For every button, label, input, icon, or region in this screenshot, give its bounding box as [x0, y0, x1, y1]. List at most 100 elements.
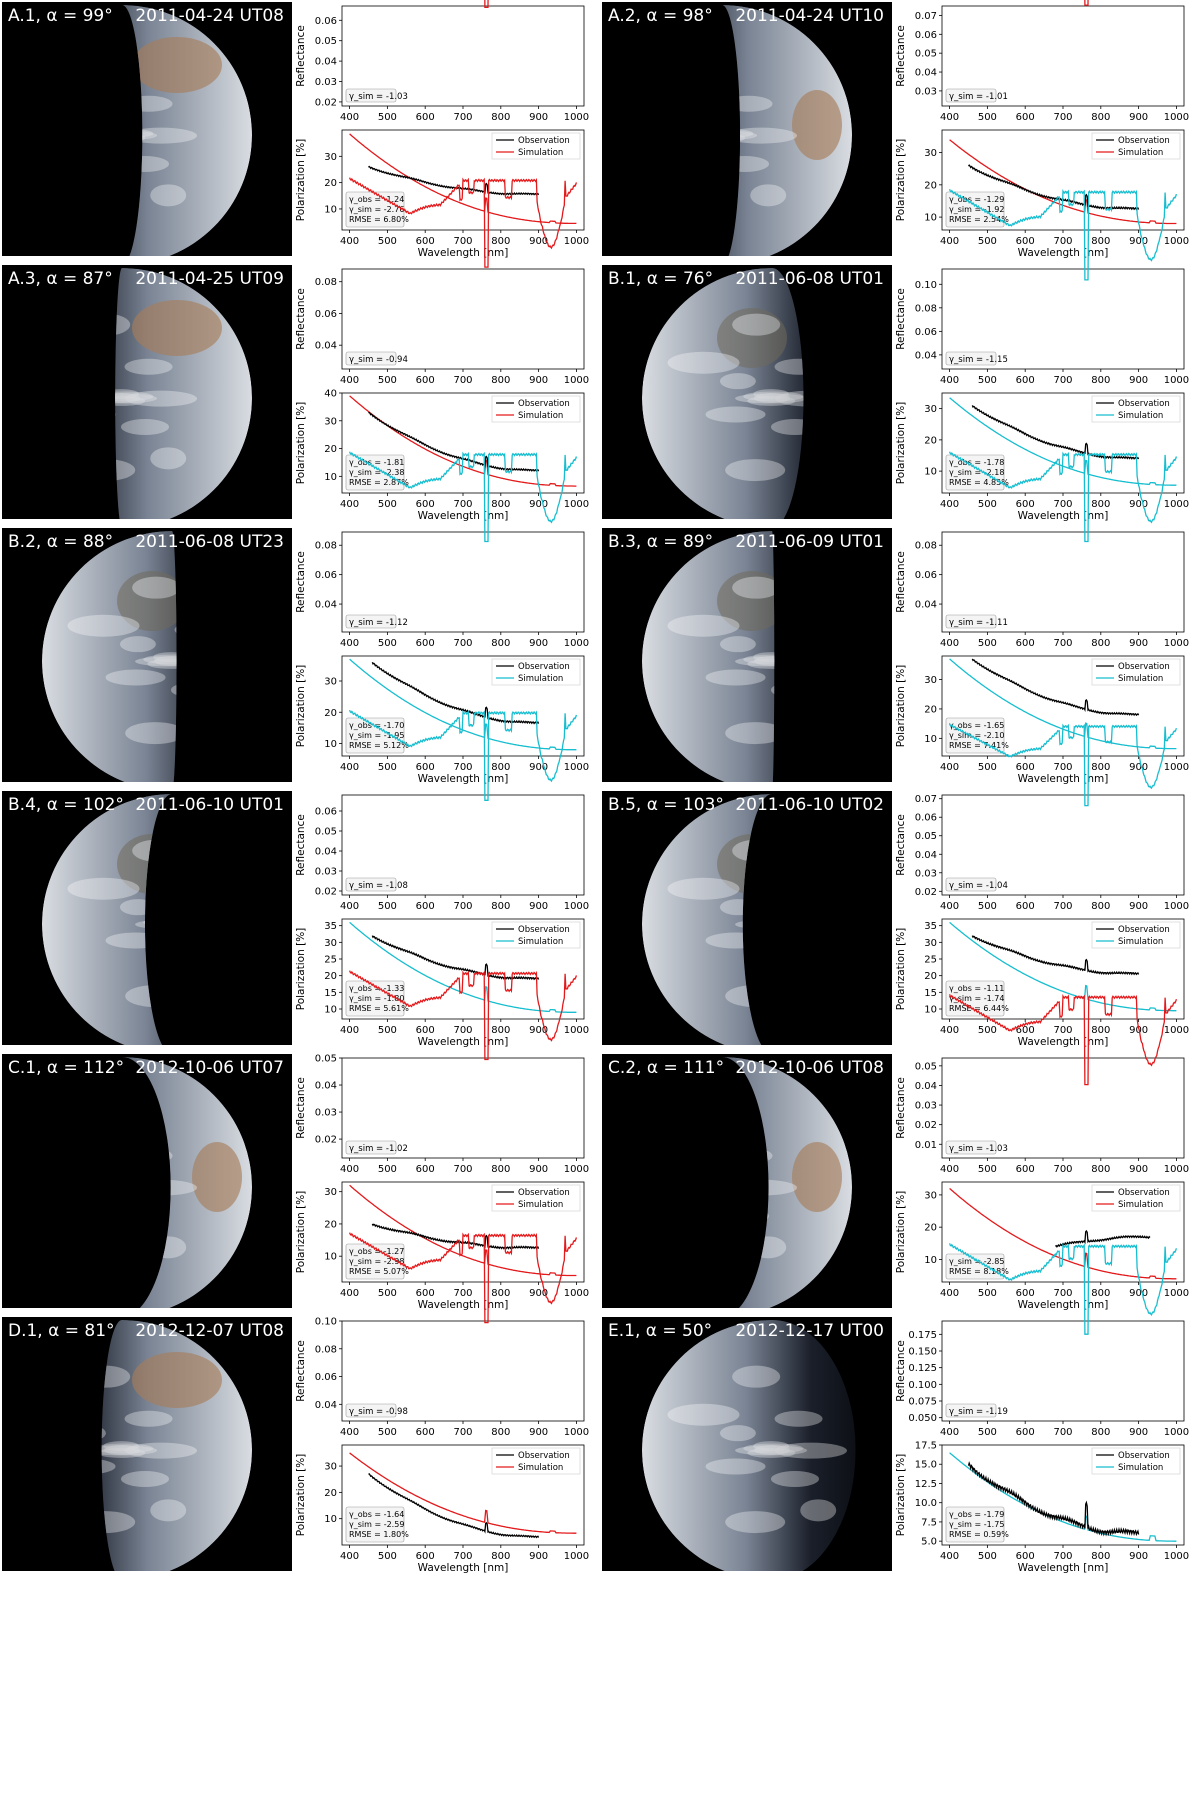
- cloud: [770, 944, 772, 961]
- x-tick-label: 900: [529, 499, 548, 510]
- y-tick-label: 10: [324, 1514, 337, 1525]
- earth-disk-B.3: [642, 531, 775, 782]
- x-tick-label: 600: [416, 638, 435, 649]
- polarization-observation-line: [971, 405, 1140, 460]
- reflectance-simulation-line: [948, 1243, 1178, 1335]
- x-tick-label: 500: [378, 499, 397, 510]
- x-tick-label: 600: [416, 236, 435, 247]
- cloud: [124, 1147, 173, 1164]
- cloud: [147, 921, 172, 932]
- cloud: [143, 917, 172, 928]
- y-tick-label: 0.05: [315, 36, 337, 47]
- y-tick-label: 10: [924, 734, 937, 745]
- gamma-sim-text: γ_sim = -1.04: [949, 881, 1008, 891]
- polarization-observation-line: [971, 658, 1140, 717]
- y-tick-label: 0.02: [915, 887, 937, 898]
- legend-simulation-label: Simulation: [518, 1463, 563, 1473]
- x-tick-label: 800: [1091, 1025, 1110, 1036]
- x-tick-label: 1000: [1164, 236, 1189, 247]
- x-tick-label: 1000: [1164, 1427, 1189, 1438]
- polarization-observation-line: [368, 411, 540, 472]
- x-tick-label: 700: [1053, 1288, 1072, 1299]
- x-tick-label: 1000: [1164, 375, 1189, 386]
- x-tick-label: 400: [340, 762, 359, 773]
- spectra-plots-C.2: 0.01 0.02 0.03 0.04 0.05 400 500 600 700 800 900 10…: [895, 994, 1189, 1311]
- x-tick-label: 400: [940, 1427, 959, 1438]
- cloud: [170, 944, 172, 961]
- panel-date: 2011-04-25 UT09: [135, 269, 284, 289]
- cloud: [122, 1248, 136, 1271]
- y-tick-label: 0.05: [915, 831, 937, 842]
- panel-date: 2011-04-24 UT10: [735, 6, 884, 26]
- cloud: [722, 1178, 740, 1189]
- y-tick-label: 0.05: [915, 49, 937, 60]
- polarization-simulation-line: [349, 921, 577, 1013]
- legend-observation-label: Observation: [518, 1451, 570, 1461]
- x-tick-label: 800: [491, 375, 510, 386]
- cloud: [122, 126, 140, 137]
- x-tick-label: 700: [453, 499, 472, 510]
- x-tick-label: 800: [491, 499, 510, 510]
- cloud: [174, 653, 177, 670]
- earth-image-E.1: E.1, α = 50° 2012-12-17 UT00: [602, 1317, 892, 1571]
- stats-line: γ_obs = -1.79: [949, 1510, 1004, 1519]
- y-tick-label: 0.175: [908, 1330, 937, 1341]
- legend-observation-label: Observation: [518, 925, 570, 935]
- legend: Observation Simulation: [1091, 132, 1181, 160]
- x-tick-label: 1000: [564, 1288, 589, 1299]
- earth-disk-B.5: [642, 794, 772, 1045]
- y-axis-label: Reflectance: [295, 288, 307, 350]
- legend-observation-label: Observation: [1118, 399, 1170, 409]
- y-tick-label: 0.04: [315, 1081, 337, 1092]
- x-tick-label: 500: [378, 1427, 397, 1438]
- x-tick-label: 900: [1129, 499, 1148, 510]
- x-tick-label: 1000: [1164, 499, 1189, 510]
- x-tick-label: 500: [978, 499, 997, 510]
- legend: Observation Simulation: [491, 658, 581, 686]
- stats-line: RMSE = 2.54%: [949, 215, 1009, 224]
- x-tick-label: 700: [1053, 236, 1072, 247]
- y-tick-label: 35: [924, 921, 937, 932]
- y-tick-label: 30: [924, 404, 937, 415]
- panel-date: 2012-12-17 UT00: [735, 1321, 884, 1341]
- panel-date: 2012-10-06 UT08: [735, 1058, 884, 1078]
- y-tick-label: 0.07: [915, 794, 937, 805]
- x-tick-label: 700: [453, 638, 472, 649]
- cloud: [122, 50, 131, 73]
- y-axis-label: Reflectance: [895, 551, 907, 613]
- x-tick-label: 600: [416, 112, 435, 123]
- x-tick-label: 800: [1091, 762, 1110, 773]
- x-tick-label: 800: [491, 236, 510, 247]
- y-tick-label: 10: [924, 1005, 937, 1016]
- earth-disk-A.1: [56, 5, 252, 256]
- y-tick-label: 0.03: [315, 1108, 337, 1119]
- panel-label: B.1, α = 76°: [608, 269, 714, 289]
- cloud: [743, 917, 772, 928]
- earth-image-C.1: C.1, α = 112° 2012-10-06 UT07: [2, 1054, 292, 1308]
- earth-disk-A.2: [722, 5, 852, 256]
- y-axis-label: Reflectance: [295, 814, 307, 876]
- y-tick-label: 0.10: [315, 1317, 337, 1328]
- y-tick-label: 30: [324, 677, 337, 688]
- y-tick-label: 0.10: [915, 280, 937, 291]
- x-axis-label: Wavelength [nm]: [1018, 1036, 1109, 1048]
- x-tick-label: 800: [491, 762, 510, 773]
- y-tick-label: 30: [324, 1187, 337, 1198]
- x-axis-label: Wavelength [nm]: [1018, 773, 1109, 785]
- x-tick-label: 500: [978, 375, 997, 386]
- y-axis-label: Reflectance: [295, 25, 307, 87]
- y-tick-label: 15: [324, 988, 337, 999]
- cloud: [154, 919, 172, 929]
- spectra-plots-A.2: 0.03 0.04 0.05 0.06 0.07 400 500 600 700 800 900 10…: [895, 0, 1189, 259]
- cloud: [722, 1184, 746, 1195]
- x-axis-label: Wavelength [nm]: [418, 1036, 509, 1048]
- cloud: [800, 447, 804, 470]
- gamma-sim-text: γ_sim = -1.11: [949, 618, 1008, 628]
- cloud: [754, 919, 772, 929]
- x-tick-label: 900: [1129, 1427, 1148, 1438]
- x-tick-label: 600: [1016, 112, 1035, 123]
- y-tick-label: 10: [924, 213, 937, 224]
- cloud: [56, 143, 116, 159]
- polarization-observation-line: [371, 661, 540, 725]
